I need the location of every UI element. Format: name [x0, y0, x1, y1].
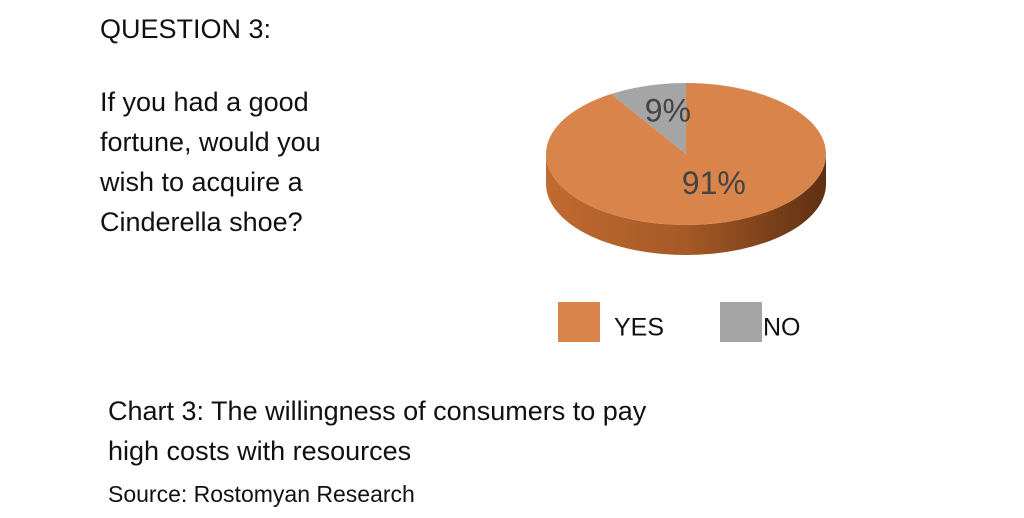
slice [610, 83, 686, 154]
slice-side [546, 154, 826, 255]
legend-swatch [720, 302, 762, 342]
legend-label: YES [614, 314, 664, 342]
question-line: fortune, would you [100, 127, 321, 157]
legend-label: NO [763, 314, 801, 342]
legend-swatch [558, 302, 600, 342]
data-label: 91% [682, 165, 746, 201]
data-label: 9% [645, 92, 691, 128]
caption-line: high costs with resources [108, 436, 411, 466]
question-line: If you had a good [100, 87, 309, 117]
question-line: Cinderella shoe? [100, 207, 303, 237]
question-line: wish to acquire a [99, 167, 304, 197]
caption-line: Chart 3: The willingness of consumers to… [108, 396, 647, 426]
source: Source: Rostomyan Research [108, 481, 415, 507]
question-number: QUESTION 3: [100, 14, 271, 44]
